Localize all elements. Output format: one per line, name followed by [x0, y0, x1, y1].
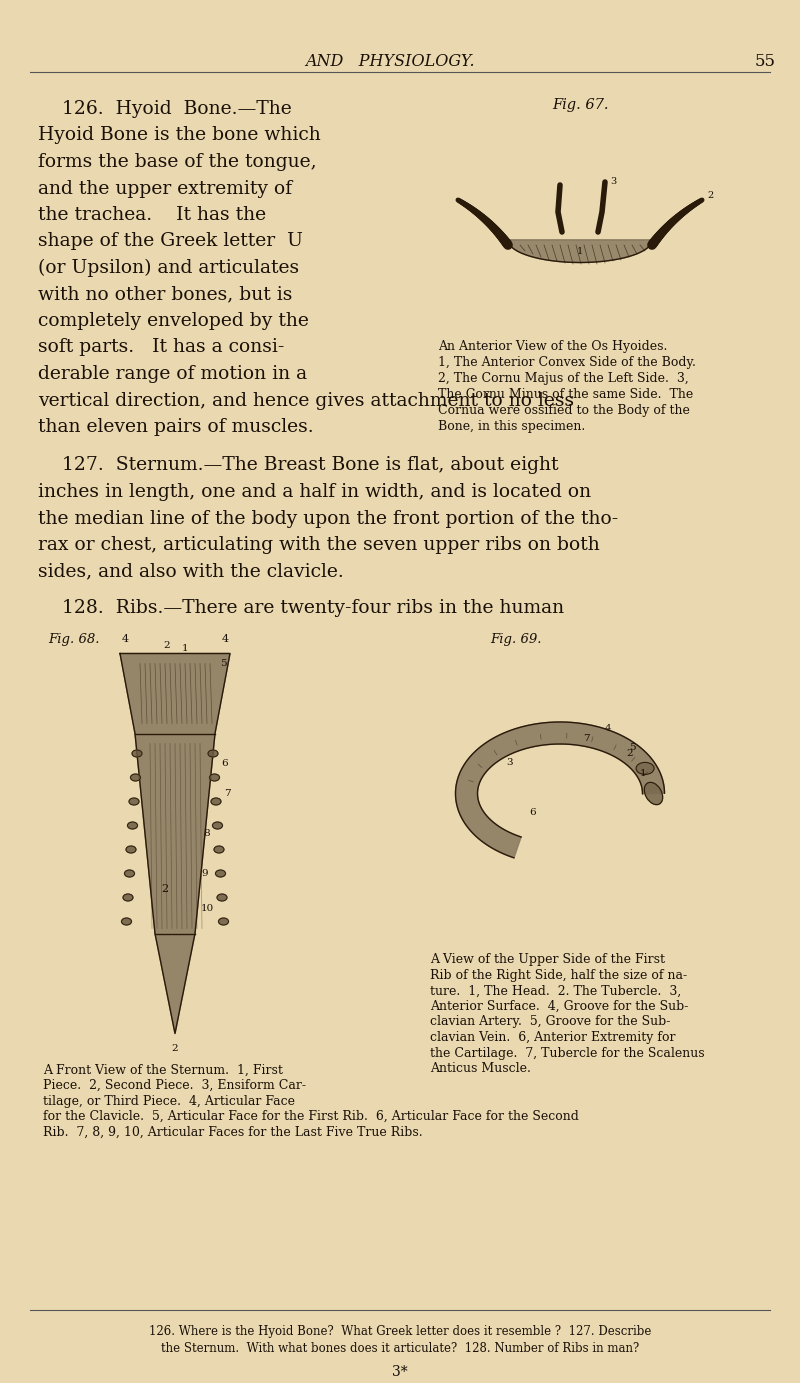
Ellipse shape: [636, 762, 654, 774]
Text: Anticus Muscle.: Anticus Muscle.: [430, 1062, 531, 1075]
Ellipse shape: [127, 822, 138, 828]
Text: 126.  Hyoid  Bone.—The: 126. Hyoid Bone.—The: [38, 100, 292, 118]
Text: Anterior Surface.  4, Groove for the Sub-: Anterior Surface. 4, Groove for the Sub-: [430, 1000, 688, 1012]
Text: 8: 8: [204, 828, 210, 838]
Text: Rib.  7, 8, 9, 10, Articular Faces for the Last Five True Ribs.: Rib. 7, 8, 9, 10, Articular Faces for th…: [43, 1126, 422, 1138]
Ellipse shape: [122, 918, 131, 925]
Ellipse shape: [129, 798, 139, 805]
Text: 1: 1: [577, 248, 583, 256]
Text: 1: 1: [640, 769, 647, 779]
Text: 9: 9: [202, 869, 208, 878]
Text: forms the base of the tongue,: forms the base of the tongue,: [38, 154, 317, 171]
Text: than eleven pairs of muscles.: than eleven pairs of muscles.: [38, 418, 314, 436]
Text: clavian Vein.  6, Anterior Extremity for: clavian Vein. 6, Anterior Extremity for: [430, 1030, 675, 1044]
Text: sides, and also with the clavicle.: sides, and also with the clavicle.: [38, 563, 344, 581]
Text: Hyoid Bone is the bone which: Hyoid Bone is the bone which: [38, 126, 321, 144]
Text: Piece.  2, Second Piece.  3, Ensiform Car-: Piece. 2, Second Piece. 3, Ensiform Car-: [43, 1079, 306, 1093]
Text: 128.  Ribs.—There are twenty-four ribs in the human: 128. Ribs.—There are twenty-four ribs in…: [38, 599, 564, 617]
Ellipse shape: [125, 870, 134, 877]
Text: (or Upsilon) and articulates: (or Upsilon) and articulates: [38, 259, 299, 277]
Text: ture.  1, The Head.  2. The Tubercle.  3,: ture. 1, The Head. 2. The Tubercle. 3,: [430, 985, 682, 997]
Ellipse shape: [213, 822, 222, 828]
Text: A Front View of the Sternum.  1, First: A Front View of the Sternum. 1, First: [43, 1064, 283, 1076]
Ellipse shape: [208, 750, 218, 757]
Ellipse shape: [130, 774, 141, 781]
Text: 2: 2: [172, 1044, 178, 1052]
Text: and the upper extremity of: and the upper extremity of: [38, 180, 292, 198]
Text: 126. Where is the Hyoid Bone?  What Greek letter does it resemble ?  127. Descri: 126. Where is the Hyoid Bone? What Greek…: [149, 1325, 651, 1337]
Text: clavian Artery.  5, Groove for the Sub-: clavian Artery. 5, Groove for the Sub-: [430, 1015, 670, 1029]
Text: shape of the Greek letter  U: shape of the Greek letter U: [38, 232, 303, 250]
Text: 4: 4: [605, 723, 611, 733]
Text: soft parts.   It has a consi-: soft parts. It has a consi-: [38, 339, 284, 357]
Text: the Sternum.  With what bones does it articulate?  128. Number of Ribs in man?: the Sternum. With what bones does it art…: [161, 1342, 639, 1355]
Polygon shape: [508, 241, 652, 263]
Ellipse shape: [211, 798, 221, 805]
Text: the Cartilage.  7, Tubercle for the Scalenus: the Cartilage. 7, Tubercle for the Scale…: [430, 1047, 705, 1059]
Text: 5: 5: [220, 660, 226, 668]
Ellipse shape: [217, 893, 227, 900]
Text: 55: 55: [754, 54, 775, 71]
Text: Bone, in this specimen.: Bone, in this specimen.: [438, 420, 586, 433]
Text: 1: 1: [182, 644, 188, 653]
Ellipse shape: [215, 870, 226, 877]
Text: 2: 2: [162, 884, 169, 893]
Text: the median line of the body upon the front portion of the tho-: the median line of the body upon the fro…: [38, 509, 618, 527]
Text: 7: 7: [224, 788, 230, 798]
Text: inches in length, one and a half in width, and is located on: inches in length, one and a half in widt…: [38, 483, 591, 501]
Text: 1, The Anterior Convex Side of the Body.: 1, The Anterior Convex Side of the Body.: [438, 355, 696, 369]
Text: An Anterior View of the Os Hyoides.: An Anterior View of the Os Hyoides.: [438, 340, 667, 353]
Text: 2: 2: [626, 750, 634, 758]
Text: 7: 7: [583, 733, 590, 743]
Ellipse shape: [210, 774, 219, 781]
Text: 4: 4: [222, 633, 229, 643]
Ellipse shape: [123, 893, 133, 900]
Text: 4: 4: [122, 633, 129, 643]
Text: 2: 2: [164, 640, 170, 650]
Ellipse shape: [644, 783, 662, 805]
Text: AND   PHYSIOLOGY.: AND PHYSIOLOGY.: [305, 54, 475, 71]
Text: 10: 10: [200, 904, 214, 913]
Text: 5: 5: [630, 743, 636, 752]
Text: vertical direction, and hence gives attachment to no less: vertical direction, and hence gives atta…: [38, 391, 574, 409]
Text: Fig. 67.: Fig. 67.: [552, 98, 608, 112]
Text: A View of the Upper Side of the First: A View of the Upper Side of the First: [430, 953, 665, 967]
Text: 6: 6: [530, 808, 536, 817]
Text: 2: 2: [707, 191, 713, 199]
Polygon shape: [455, 722, 665, 857]
Ellipse shape: [218, 918, 229, 925]
Text: rax or chest, articulating with the seven upper ribs on both: rax or chest, articulating with the seve…: [38, 537, 600, 555]
Ellipse shape: [132, 750, 142, 757]
Text: 3: 3: [610, 177, 616, 187]
Text: with no other bones, but is: with no other bones, but is: [38, 285, 292, 303]
Text: the trachea.    It has the: the trachea. It has the: [38, 206, 266, 224]
Text: 127.  Sternum.—The Breast Bone is flat, about eight: 127. Sternum.—The Breast Bone is flat, a…: [38, 456, 558, 474]
Text: completely enveloped by the: completely enveloped by the: [38, 313, 309, 331]
Text: Rib of the Right Side, half the size of na-: Rib of the Right Side, half the size of …: [430, 969, 687, 982]
Ellipse shape: [214, 846, 224, 853]
Text: tilage, or Third Piece.  4, Articular Face: tilage, or Third Piece. 4, Articular Fac…: [43, 1094, 295, 1108]
Text: Cornua were ossified to the Body of the: Cornua were ossified to the Body of the: [438, 404, 690, 418]
Text: 2, The Cornu Majus of the Left Side.  3,: 2, The Cornu Majus of the Left Side. 3,: [438, 372, 689, 384]
Text: for the Clavicle.  5, Articular Face for the First Rib.  6, Articular Face for t: for the Clavicle. 5, Articular Face for …: [43, 1111, 579, 1123]
Text: Fig. 69.: Fig. 69.: [490, 633, 542, 646]
Polygon shape: [120, 654, 230, 1033]
Text: 3*: 3*: [392, 1365, 408, 1379]
Text: 6: 6: [222, 759, 228, 768]
Ellipse shape: [126, 846, 136, 853]
Text: derable range of motion in a: derable range of motion in a: [38, 365, 307, 383]
Text: The Cornu Minus of the same Side.  The: The Cornu Minus of the same Side. The: [438, 389, 694, 401]
Text: Fig. 68.: Fig. 68.: [48, 633, 99, 646]
Text: 3: 3: [506, 758, 513, 768]
